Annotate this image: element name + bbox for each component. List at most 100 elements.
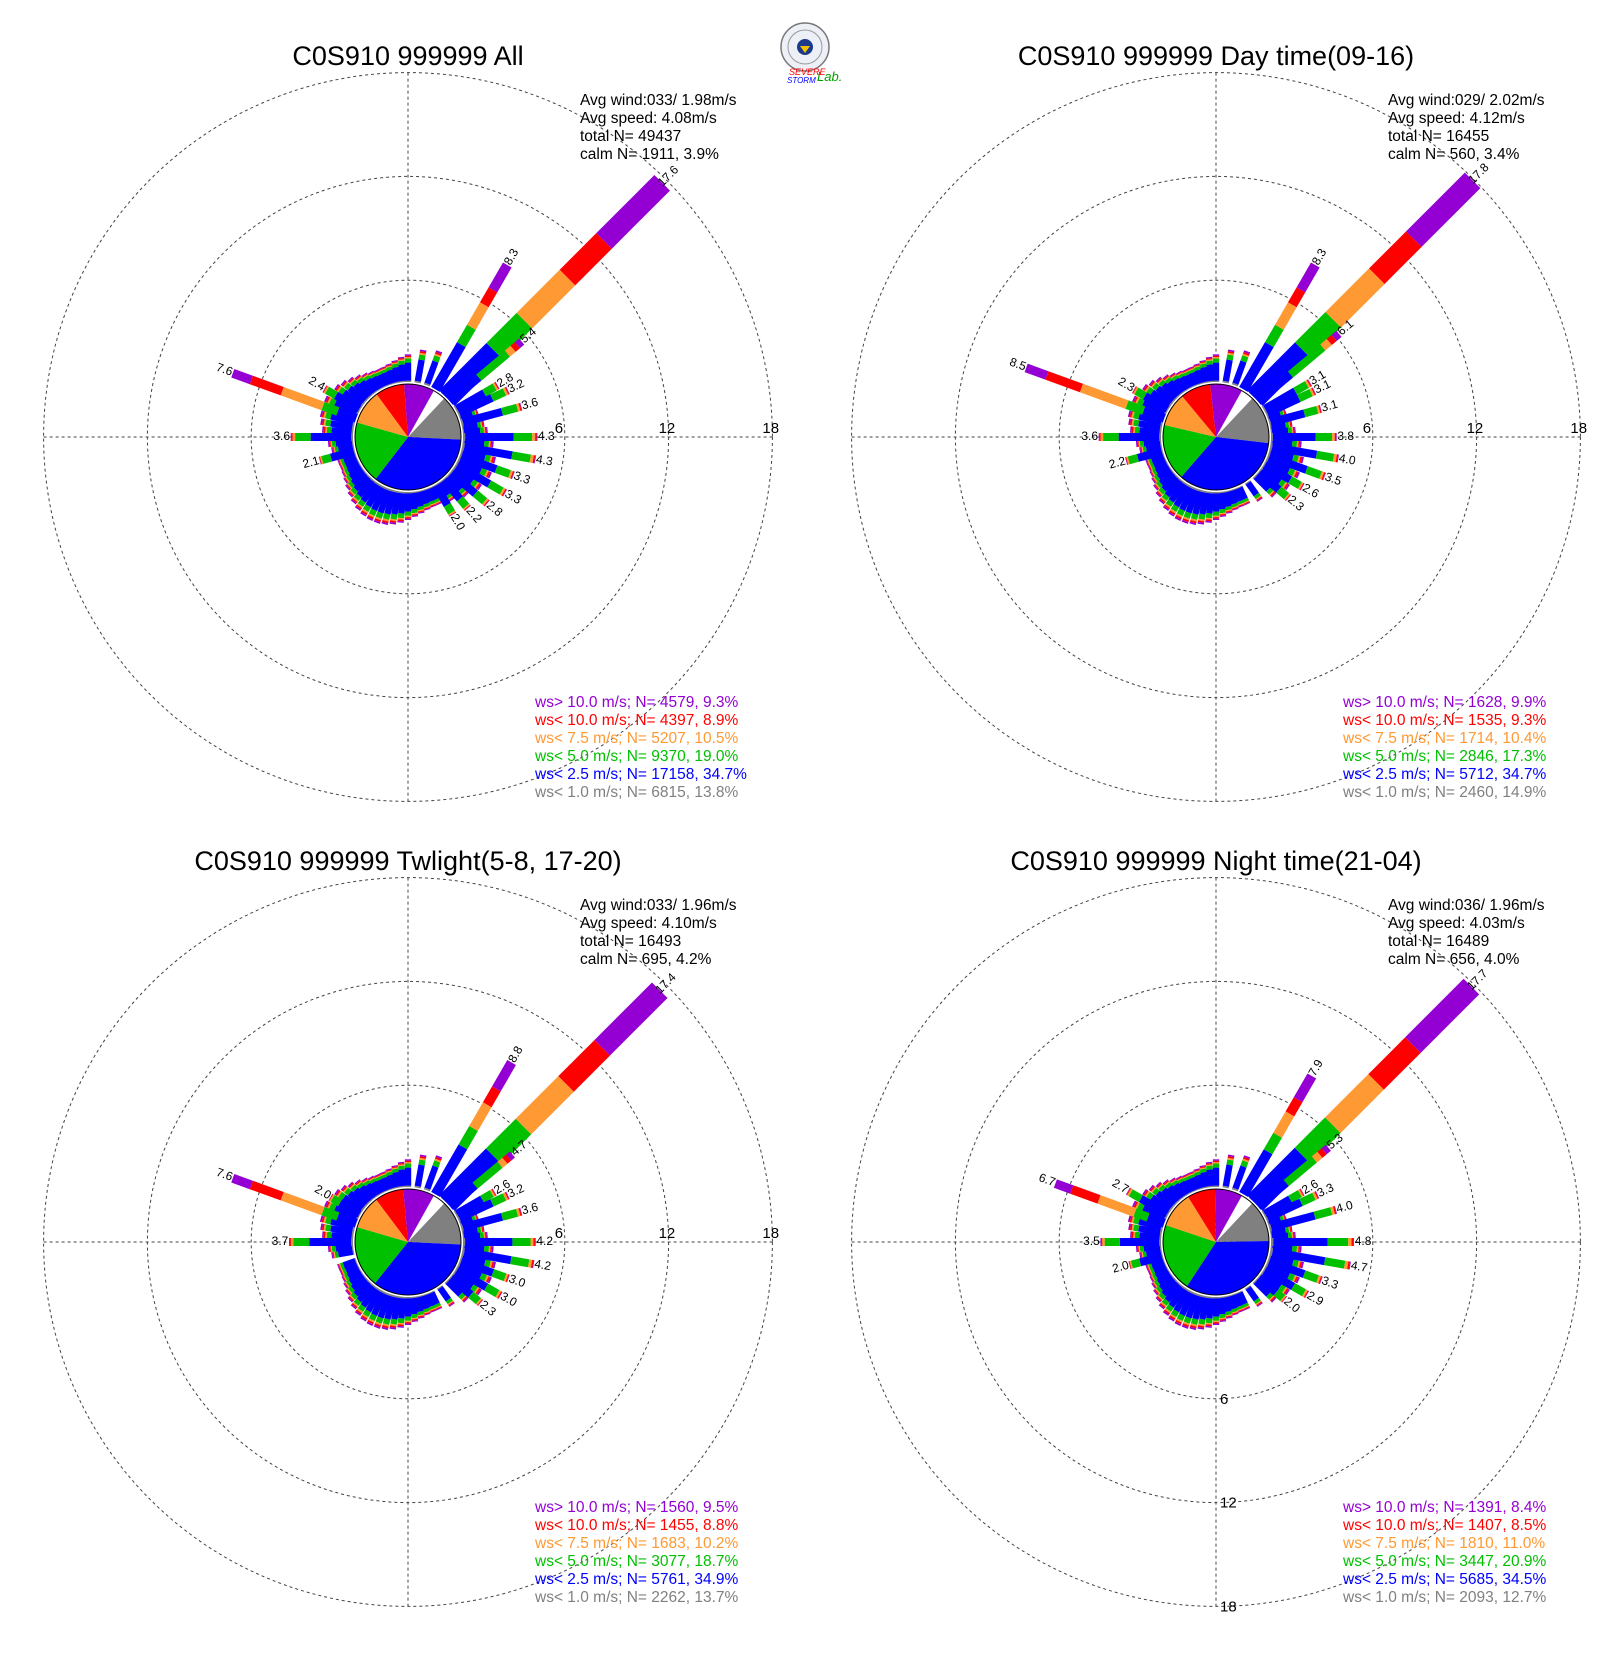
bar-segment	[1102, 1238, 1105, 1246]
bar-label: 6.7	[1037, 1170, 1058, 1189]
bar-segment	[324, 411, 332, 420]
bar-segment	[391, 1168, 399, 1173]
bar-segment	[1206, 1165, 1213, 1170]
bar-segment	[361, 1177, 368, 1182]
bar-segment	[1226, 1316, 1233, 1319]
bar-segment	[1146, 458, 1151, 465]
pie-slice-gt10	[1210, 384, 1242, 437]
bar-segment	[1212, 517, 1220, 519]
bar-segment	[321, 1206, 340, 1221]
bar-segment	[290, 1238, 294, 1246]
bar-segment	[1150, 462, 1156, 471]
bar-segment	[423, 506, 431, 510]
bar-segment	[319, 1215, 324, 1223]
bar-segment	[368, 1318, 375, 1323]
bar-segment	[492, 1261, 497, 1269]
bar-segment	[404, 515, 412, 518]
bar-segment	[504, 345, 516, 357]
bar-segment	[477, 1299, 483, 1306]
bar-segment	[1179, 1292, 1195, 1317]
bar-segment	[1164, 503, 1172, 509]
bar-segment	[1293, 471, 1299, 478]
bar-segment	[356, 376, 362, 382]
bar-segment	[347, 1190, 367, 1209]
bar-segment	[1151, 1275, 1156, 1282]
legend-entry-lt10: ws< 10.0 m/s; N= 1407, 8.5%	[1342, 1517, 1547, 1534]
bar-segment	[398, 1165, 405, 1170]
bar-segment	[411, 1318, 419, 1321]
bar-segment	[1193, 1168, 1200, 1171]
bar-segment	[357, 405, 363, 413]
bar-segment	[1155, 1190, 1175, 1209]
windrose-panel-4: 6121817.77.95.32.63.34.04.84.73.32.92.06…	[851, 846, 1581, 1615]
legend-entry-lt2_5: ws< 2.5 m/s; N= 5712, 34.7%	[1342, 766, 1547, 783]
bar-segment	[484, 470, 489, 477]
bar-segment	[404, 1316, 412, 1321]
bar-segment	[1188, 1173, 1196, 1179]
bar-segment	[323, 1224, 327, 1231]
bar-segment	[1297, 389, 1313, 402]
bar-segment	[399, 1185, 407, 1188]
bar-segment	[318, 456, 322, 465]
bar-segment	[1273, 1111, 1295, 1138]
bar-segment	[463, 492, 469, 498]
bar-segment	[1285, 494, 1291, 501]
bar-segment	[1153, 1289, 1159, 1296]
bar-segment	[1244, 501, 1251, 506]
bar-label: 4.3	[538, 429, 555, 443]
bar-segment	[489, 1189, 496, 1198]
bar-segment	[348, 491, 354, 497]
bar-segment	[430, 1309, 437, 1313]
bar-segment	[1242, 351, 1250, 356]
legend-entry-lt7_5: ws< 7.5 m/s; N= 1683, 10.2%	[534, 1535, 739, 1552]
bar-segment	[472, 490, 488, 505]
bar-segment	[529, 454, 534, 464]
bar-segment	[321, 453, 333, 464]
bar-segment	[513, 433, 533, 441]
bar-segment	[1205, 517, 1213, 520]
bar-segment	[353, 1298, 362, 1306]
bar-segment	[353, 493, 362, 501]
bar-segment	[1212, 1298, 1220, 1317]
bar-segment	[329, 440, 331, 448]
bar-segment	[1326, 334, 1337, 346]
bar-segment	[1159, 497, 1166, 504]
bar-segment	[1129, 1260, 1133, 1269]
bar-segment	[386, 369, 397, 384]
bar-segment	[1164, 376, 1170, 382]
bar-segment	[384, 491, 397, 515]
bar-segment	[331, 1245, 336, 1252]
bar-label: 3.3	[1320, 1273, 1341, 1292]
bar-segment	[1154, 1289, 1160, 1295]
bar-segment	[404, 492, 412, 494]
bar-segment	[1154, 1267, 1170, 1280]
bar-segment	[322, 385, 327, 393]
bar-segment	[404, 511, 412, 516]
bar-segment	[1316, 405, 1321, 414]
bar-segment	[329, 447, 355, 462]
bar-segment	[1176, 1318, 1183, 1323]
bar-segment	[1219, 515, 1227, 517]
bar-segment	[1303, 405, 1319, 418]
bar-segment	[339, 1270, 344, 1277]
bar-segment	[1169, 372, 1176, 377]
bar-segment	[501, 488, 507, 497]
bar-segment	[485, 1118, 532, 1165]
bar-segment	[1256, 496, 1263, 501]
stat-line: Avg speed: 4.08m/s	[580, 110, 717, 127]
bar-segment	[386, 1174, 397, 1189]
bar-segment	[1217, 1297, 1226, 1315]
bar-segment	[310, 433, 352, 441]
bar-segment	[343, 470, 348, 477]
bar-segment	[1152, 1282, 1157, 1289]
logo-severe-text: SEVERE	[789, 67, 827, 77]
bar-segment	[1256, 1274, 1279, 1296]
bar-label: 2.2	[1107, 454, 1127, 472]
bar-segment	[1236, 1305, 1244, 1311]
bar-label: 4.7	[1350, 1258, 1369, 1275]
bar-segment	[345, 484, 351, 491]
bar-segment	[479, 427, 485, 434]
bar-segment	[370, 375, 383, 391]
bar-segment	[1199, 362, 1207, 365]
